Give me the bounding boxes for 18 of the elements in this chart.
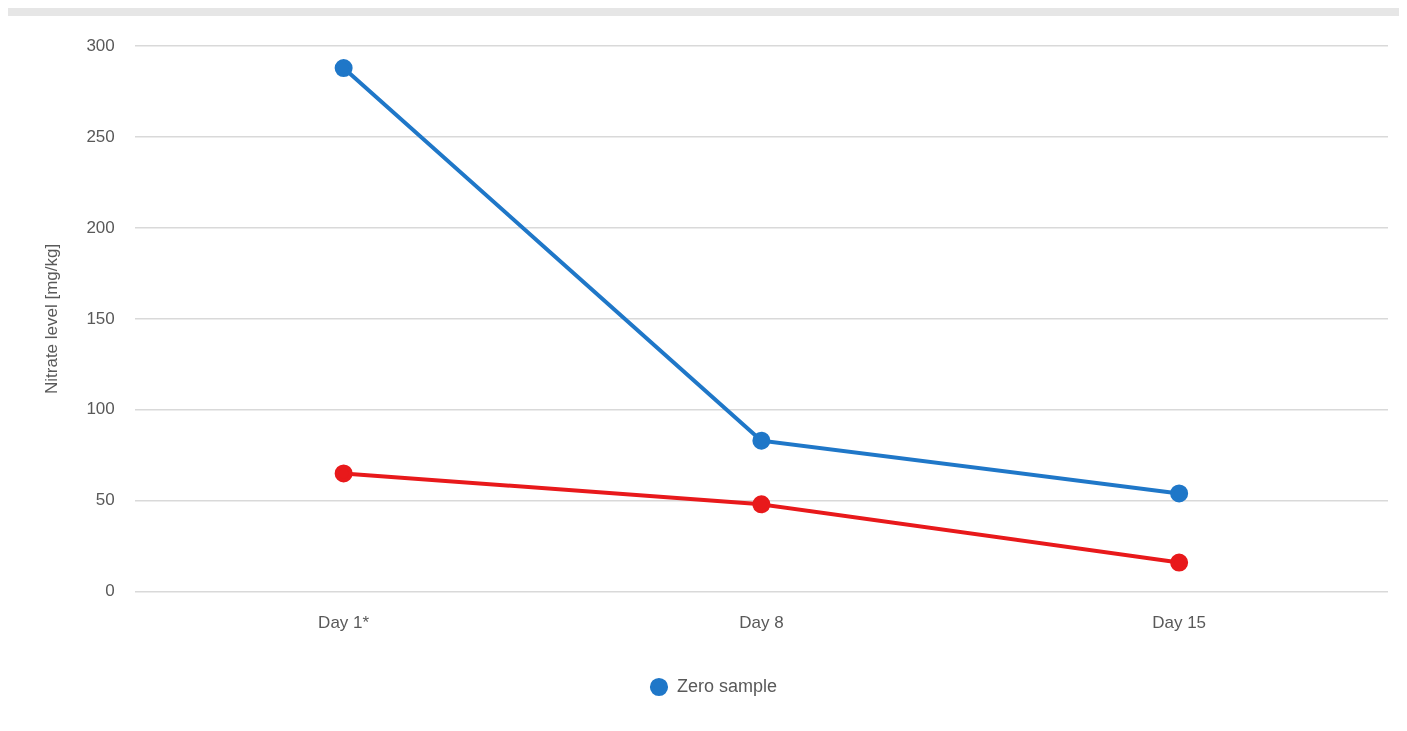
point [752, 431, 771, 450]
y-axis-title: Nitrate level [mg/kg] [41, 243, 61, 395]
y-tick-label: 150 [86, 308, 115, 328]
y-tick-label: 250 [86, 126, 115, 146]
y-tick-label: 0 [105, 581, 115, 601]
point [1170, 484, 1189, 503]
legend-label: Zero sample [676, 675, 778, 696]
x-tick-label: Day 8 [739, 613, 784, 633]
y-tick-label: 50 [95, 490, 115, 510]
point [334, 464, 353, 483]
point [1170, 553, 1189, 572]
point [334, 59, 353, 78]
point [752, 495, 771, 514]
x-tick-label: Day 15 [1152, 613, 1207, 633]
y-tick-label: 300 [86, 35, 115, 55]
y-tick-label: 200 [86, 217, 115, 237]
y-tick-label: 100 [86, 399, 115, 419]
x-tick-label: Day 1* [318, 613, 370, 633]
